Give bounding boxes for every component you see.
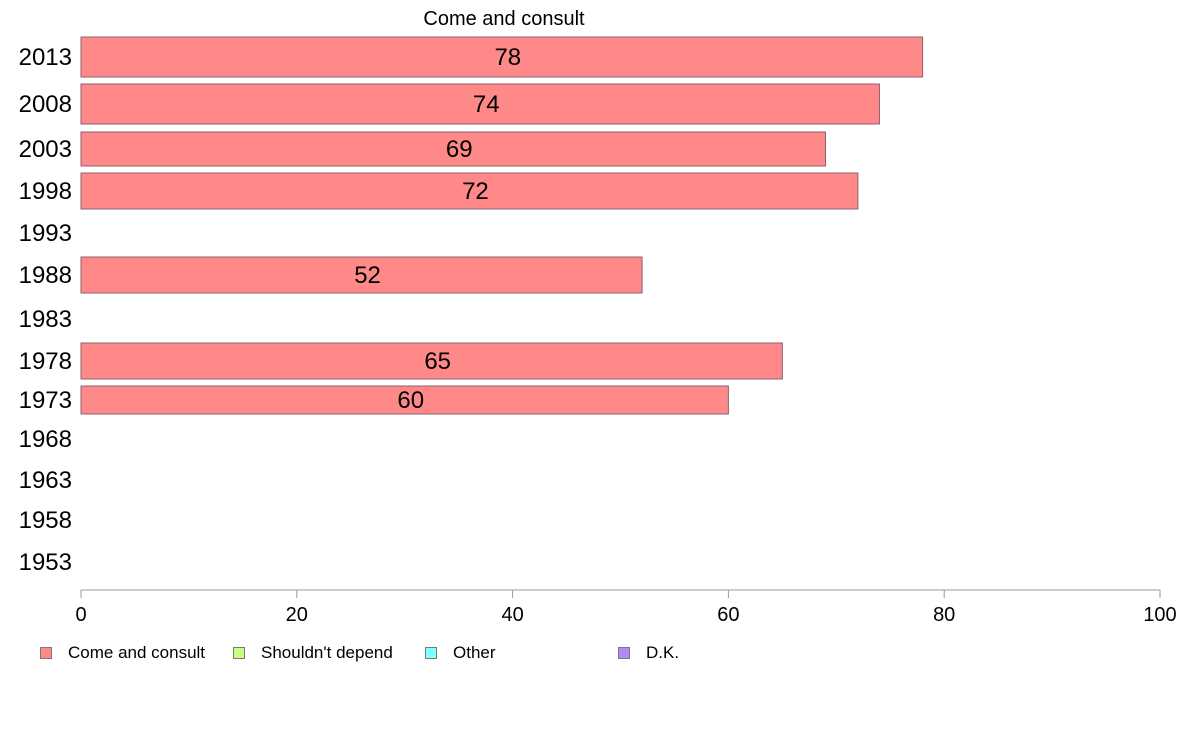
- bar-value-label: 52: [354, 262, 381, 289]
- legend-swatch: [40, 647, 52, 659]
- y-tick-label: 2003: [19, 136, 72, 163]
- legend-swatch: [425, 647, 437, 659]
- chart-title: Come and consult: [423, 8, 585, 30]
- y-tick-label: 2013: [19, 44, 72, 71]
- y-tick-label: 1998: [19, 178, 72, 205]
- legend-label: Shouldn't depend: [261, 643, 393, 662]
- bar: [80, 172, 859, 210]
- y-tick-label: 1988: [19, 262, 72, 289]
- legend-item-other: Other: [425, 643, 496, 663]
- x-tick-label: 40: [501, 604, 523, 626]
- bars: [80, 36, 924, 415]
- y-axis-labels: 2013 2008 2003 1998 1993 1988 1983 1978 1973 1968…: [19, 44, 72, 576]
- bar-value-label: 65: [424, 348, 451, 375]
- y-tick-label: 1993: [19, 220, 72, 247]
- legend-label: Come and consult: [68, 643, 206, 662]
- bar: [80, 131, 827, 167]
- legend-swatch: [618, 647, 630, 659]
- y-tick-label: 1958: [19, 507, 72, 534]
- legend-item-come-and-consult: Come and consult: [40, 643, 205, 663]
- bar-value-label: 69: [446, 136, 473, 163]
- bar: [80, 256, 643, 294]
- x-tick-label: 60: [717, 604, 739, 626]
- x-tick-label: 20: [286, 604, 308, 626]
- x-axis-ticks: 0 20 40 60 80 100: [75, 590, 1177, 626]
- x-tick-label: 0: [75, 604, 86, 626]
- bar: [80, 36, 924, 78]
- bar-value-label: 78: [494, 44, 521, 71]
- x-tick-label: 100: [1143, 604, 1176, 626]
- x-tick-label: 80: [933, 604, 955, 626]
- bar-value-label: 72: [462, 178, 489, 205]
- legend-item-shouldnt-depend: Shouldn't depend: [233, 643, 393, 663]
- y-tick-label: 2008: [19, 91, 72, 118]
- legend-label: Other: [453, 643, 496, 662]
- y-tick-label: 1978: [19, 348, 72, 375]
- bar: [80, 342, 783, 380]
- bar-value-label: 74: [473, 91, 500, 118]
- bar: [80, 83, 880, 125]
- bar: [80, 385, 729, 415]
- legend-item-dk: D.K.: [618, 643, 679, 663]
- y-tick-label: 1953: [19, 549, 72, 576]
- y-tick-label: 1963: [19, 467, 72, 494]
- legend-label: D.K.: [646, 643, 680, 662]
- bar-value-label: 60: [397, 387, 424, 414]
- legend-swatch: [233, 647, 245, 659]
- y-tick-label: 1973: [19, 387, 72, 414]
- y-tick-label: 1968: [19, 426, 72, 453]
- y-tick-label: 1983: [19, 306, 72, 333]
